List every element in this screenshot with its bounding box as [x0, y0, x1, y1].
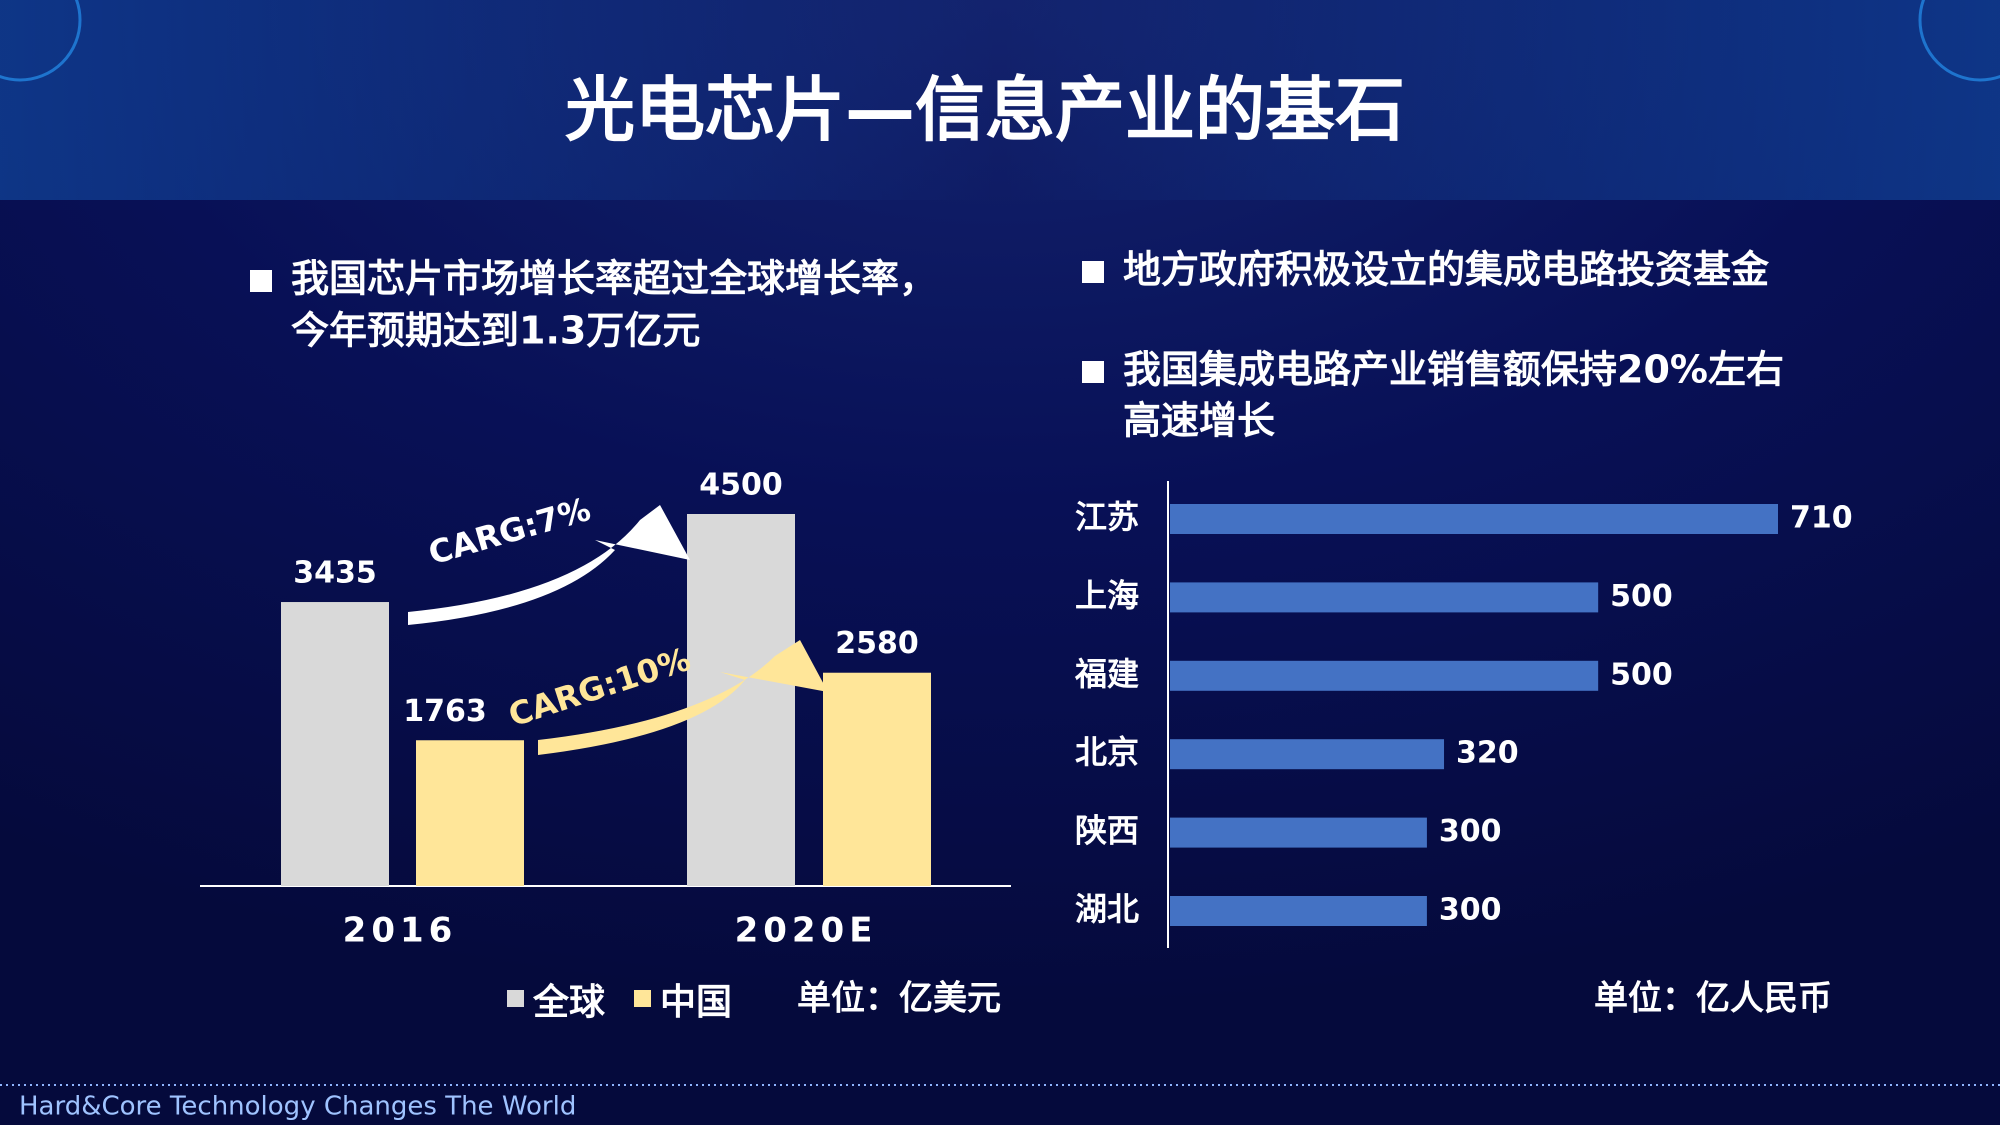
- slide-title: 光电芯片—信息产业的基石: [565, 69, 1405, 151]
- data-label: 500: [1610, 657, 1673, 692]
- data-label: 2580: [835, 626, 919, 661]
- data-label: 500: [1610, 579, 1673, 614]
- legend-label: 中国: [660, 982, 732, 1023]
- bar: [1170, 660, 1599, 691]
- deco-circle: [1918, 0, 2000, 82]
- bar: [823, 672, 931, 886]
- footer: Hard&Core Technology Changes The World: [19, 1092, 576, 1122]
- data-label: 300: [1439, 893, 1502, 928]
- bullet-text: 我国集成电路产业销售额保持20%左右: [1123, 348, 1784, 392]
- y-tick-label: 湖北: [1075, 890, 1139, 928]
- bullet-text: 高速增长: [1123, 399, 1275, 443]
- growth-arrow: [538, 640, 828, 755]
- data-label: 710: [1790, 501, 1853, 536]
- bullet-square: [250, 270, 272, 292]
- y-tick-label: 福建: [1074, 655, 1139, 693]
- unit-label: 单位：亿人民币: [1594, 979, 1832, 1019]
- y-tick-label: 北京: [1075, 733, 1139, 771]
- bar: [687, 514, 795, 886]
- legend-label: 全球: [532, 981, 606, 1023]
- unit-label: 单位：亿美元: [797, 979, 1001, 1019]
- data-label: 1763: [403, 694, 487, 729]
- data-label: 320: [1456, 736, 1519, 771]
- bullet-square: [1082, 361, 1104, 383]
- y-tick-label: 陕西: [1075, 812, 1139, 850]
- bar: [281, 602, 389, 886]
- bullet-text: 地方政府积极设立的集成电路投资基金: [1123, 248, 1770, 292]
- header-glow: [0, 0, 2000, 200]
- growth-arrow: [408, 505, 690, 625]
- bar: [1170, 739, 1445, 770]
- legend-swatch: [507, 990, 524, 1007]
- bar: [1170, 896, 1427, 926]
- bullet-text: 我国芯片市场增长率超过全球增长率，: [291, 257, 937, 301]
- bar: [1170, 817, 1427, 848]
- data-label: 300: [1439, 814, 1502, 849]
- bar: [1170, 582, 1599, 613]
- data-label: 3435: [293, 556, 377, 591]
- deco-circle: [0, 0, 82, 82]
- bar: [1170, 504, 1778, 534]
- bar: [416, 740, 524, 886]
- bullet-square: [1082, 261, 1104, 283]
- y-tick-label: 上海: [1075, 576, 1139, 614]
- x-tick-label: 2016: [343, 911, 458, 951]
- x-tick-label: 2020E: [735, 911, 878, 951]
- y-tick-label: 江苏: [1075, 498, 1139, 536]
- legend-swatch: [634, 990, 651, 1007]
- data-label: 4500: [699, 468, 783, 503]
- bullet-text: 今年预期达到1.3万亿元: [291, 309, 700, 353]
